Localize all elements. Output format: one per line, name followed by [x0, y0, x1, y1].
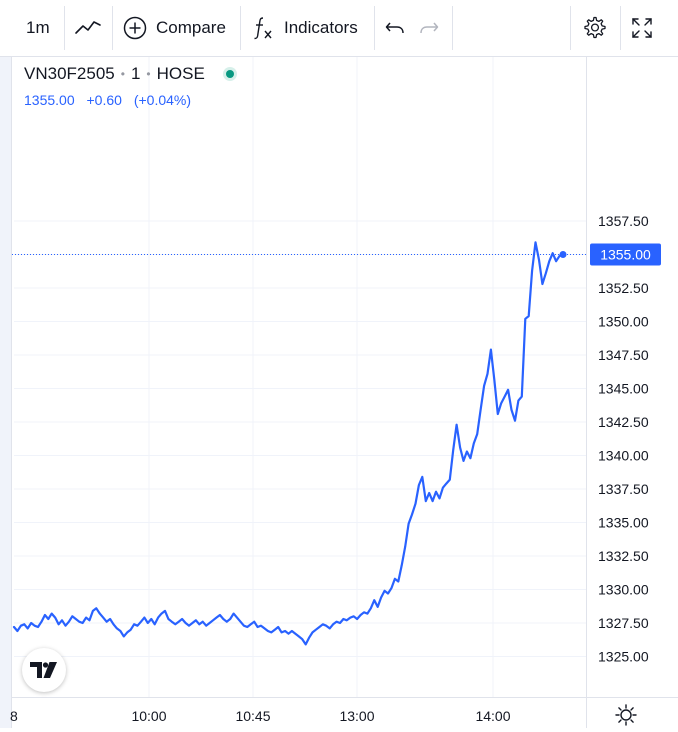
- scale-settings-button[interactable]: [614, 703, 638, 727]
- toolbar-divider: [112, 6, 113, 50]
- symbol-legend[interactable]: VN30F2505 • 1 • HOSE: [24, 64, 237, 84]
- redo-icon: [420, 22, 439, 34]
- y-tick-label: 1345.00: [598, 381, 649, 397]
- toolbar-divider: [620, 6, 621, 50]
- fullscreen-button[interactable]: [630, 0, 654, 56]
- y-tick-label: 1350.00: [598, 314, 649, 330]
- x-tick-label: 10:45: [235, 708, 270, 724]
- fullscreen-icon: [632, 18, 652, 38]
- tradingview-logo[interactable]: [22, 648, 66, 692]
- last-price-label: 1355.00: [600, 247, 651, 263]
- toolbar-divider: [452, 6, 453, 50]
- price-legend: 1355.00 +0.60 (+0.04%): [24, 92, 199, 108]
- plus-circle-icon: [123, 16, 147, 40]
- y-tick-label: 1340.00: [598, 448, 649, 464]
- chart-style-button[interactable]: [74, 0, 102, 56]
- last-price-tag: 1355.00: [590, 243, 661, 266]
- toolbar-divider: [374, 6, 375, 50]
- symbol-exchange: HOSE: [156, 64, 205, 83]
- y-tick-label: 1352.50: [598, 280, 649, 296]
- undo-icon: [385, 22, 404, 34]
- y-tick-label: 1357.50: [598, 213, 649, 229]
- interval-button[interactable]: 1m: [26, 0, 50, 56]
- top-toolbar: 1m Compare Indicators: [0, 0, 678, 57]
- legend-separator: •: [120, 67, 125, 81]
- toolbar-divider: [570, 6, 571, 50]
- y-tick-label: 1325.00: [598, 649, 649, 665]
- redo-button[interactable]: [418, 0, 440, 56]
- settings-button[interactable]: [581, 0, 607, 56]
- symbol-name: VN30F2505: [24, 64, 115, 83]
- sun-gear-icon: [615, 704, 637, 726]
- x-tick-label: 13:00: [339, 708, 374, 724]
- y-tick-label: 1342.50: [598, 414, 649, 430]
- last-point: [559, 251, 567, 258]
- toolbar-divider: [64, 6, 65, 50]
- legend-change-pct: (+0.04%): [133, 92, 192, 108]
- tradingview-logo-icon: [30, 662, 57, 678]
- x-edge-label: 8: [10, 708, 18, 724]
- indicators-label: Indicators: [284, 18, 358, 37]
- symbol-interval: 1: [130, 64, 141, 83]
- legend-change: +0.60: [86, 92, 122, 108]
- y-tick-label: 1347.50: [598, 347, 649, 363]
- y-tick-label: 1335.00: [598, 515, 649, 531]
- gear-icon: [584, 16, 606, 39]
- compare-label: Compare: [156, 18, 226, 37]
- y-tick-label: 1330.00: [598, 582, 649, 598]
- y-tick-label: 1327.50: [598, 615, 649, 631]
- legend-last-price: 1355.00: [24, 92, 75, 108]
- y-tick-label: 1337.50: [598, 481, 649, 497]
- y-tick-label: 1332.50: [598, 548, 649, 564]
- market-status-icon[interactable]: [222, 67, 237, 81]
- compare-button[interactable]: Compare: [122, 0, 226, 56]
- function-icon: [254, 17, 272, 40]
- toolbar-divider: [240, 6, 241, 50]
- line-chart-icon: [75, 21, 101, 34]
- indicators-button[interactable]: Indicators: [252, 0, 358, 56]
- drawing-toolbar-collapsed[interactable]: [0, 57, 12, 728]
- undo-button[interactable]: [384, 0, 406, 56]
- x-tick-label: 10:00: [131, 708, 166, 724]
- x-tick-label: 14:00: [475, 708, 510, 724]
- interval-label: 1m: [26, 18, 50, 37]
- legend-separator: •: [146, 67, 151, 81]
- price-line: [12, 241, 565, 646]
